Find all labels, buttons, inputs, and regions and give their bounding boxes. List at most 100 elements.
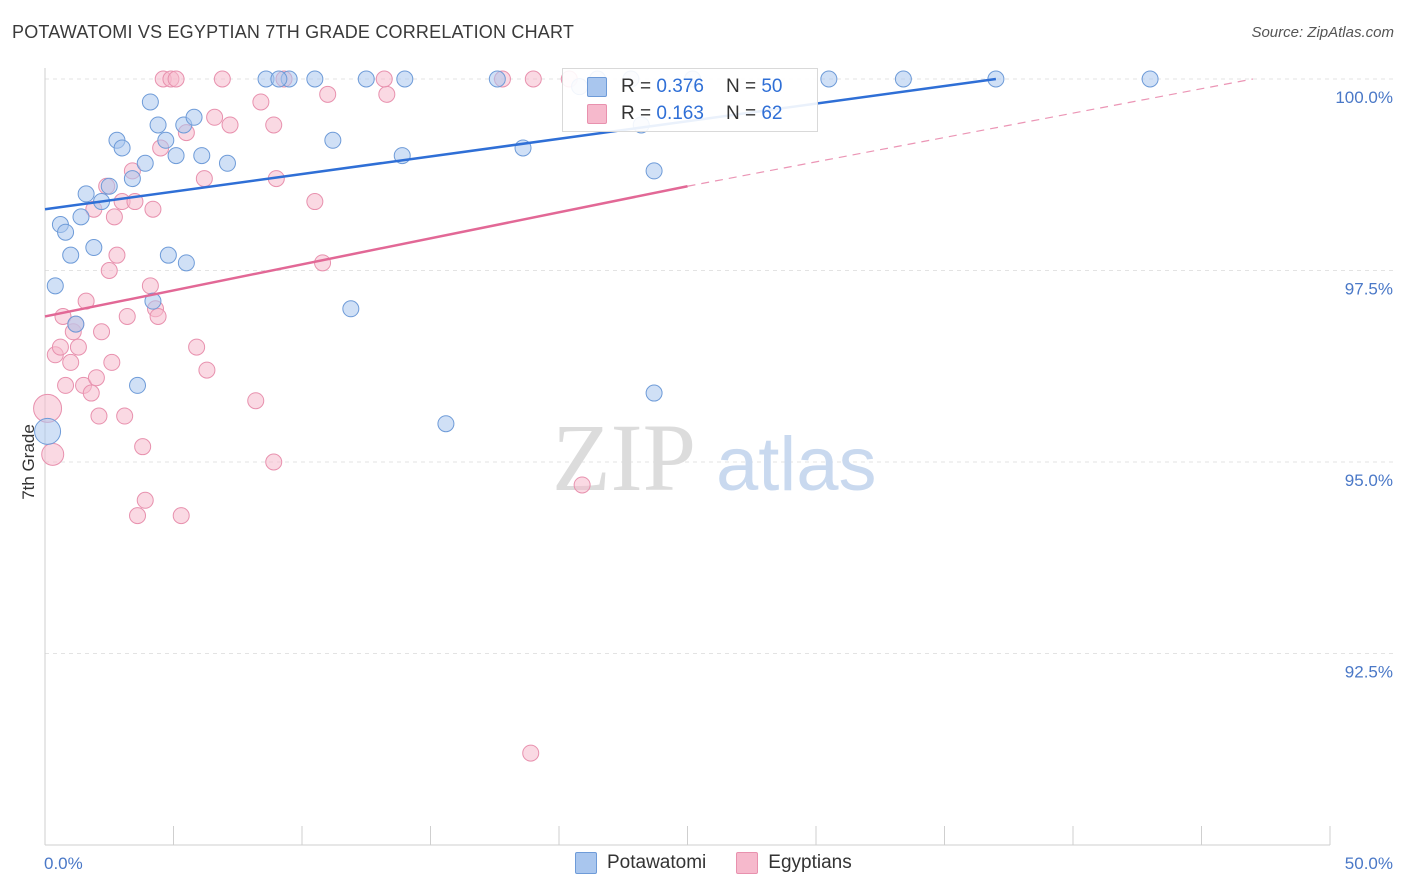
egyptians-point	[172, 507, 190, 525]
potawatomi-point	[85, 239, 103, 257]
potawatomi-point	[177, 254, 195, 272]
legend-item-potawatomi: Potawatomi	[575, 852, 706, 874]
potawatomi-point	[342, 300, 360, 318]
potawatomi-point	[1141, 70, 1159, 88]
potawatomi-point	[46, 277, 64, 295]
potawatomi-point	[324, 131, 342, 149]
egyptians-point	[93, 323, 111, 341]
potawatomi-point	[144, 292, 162, 310]
trend-lines	[44, 77, 1254, 318]
series-legend: Potawatomi Egyptians	[575, 852, 882, 874]
potawatomi-point	[488, 70, 506, 88]
egyptians-trend-extension	[687, 78, 1254, 187]
legend-r-label: R =	[621, 76, 652, 97]
potawatomi-point	[167, 147, 185, 165]
egyptians-point	[522, 744, 540, 762]
watermark-atlas: atlas	[716, 422, 877, 507]
egyptians-point	[108, 246, 126, 264]
egyptians-point	[90, 407, 108, 425]
legend-n-value: 62	[761, 103, 783, 124]
potawatomi-points	[34, 70, 1159, 445]
potawatomi-point	[185, 108, 203, 126]
egyptians-point	[136, 491, 154, 509]
egyptians-point	[213, 70, 231, 88]
y-tick-label: 92.5%	[1345, 663, 1393, 682]
potawatomi-point	[123, 170, 141, 188]
potawatomi-point	[67, 315, 85, 333]
egyptians-point	[247, 392, 265, 410]
potawatomi-point	[218, 154, 236, 172]
legend-label-egyptians: Egyptians	[768, 852, 852, 873]
potawatomi-point	[159, 246, 177, 264]
egyptians-point	[41, 442, 65, 466]
potawatomi-point	[141, 93, 159, 111]
tick-labels: 92.5% 95.0% 97.5% 100.0% 0.0% 50.0%	[44, 88, 1393, 873]
egyptians-point	[252, 93, 270, 111]
y-tick-label: 95.0%	[1345, 471, 1393, 490]
legend-swatch-blue	[575, 852, 597, 874]
egyptians-point	[51, 338, 69, 356]
potawatomi-point	[645, 384, 663, 402]
potawatomi-point	[34, 417, 62, 445]
egyptians-point	[62, 353, 80, 371]
legend-row-egyptians: R = 0.163 N = 62	[587, 102, 782, 126]
egyptians-point	[265, 453, 283, 471]
potawatomi-trend-line	[44, 77, 997, 211]
egyptians-point	[129, 507, 147, 525]
egyptians-point	[141, 277, 159, 295]
egyptians-point	[134, 438, 152, 456]
potawatomi-point	[894, 70, 912, 88]
potawatomi-point	[77, 185, 95, 203]
legend-swatch-pink	[587, 104, 607, 124]
watermark-zip: ZIP	[552, 404, 696, 511]
y-axis-label: 7th Grade	[19, 424, 38, 500]
gridlines	[45, 78, 1393, 654]
egyptians-point	[118, 307, 136, 325]
legend-row-potawatomi: R = 0.376 N = 50	[587, 75, 782, 99]
potawatomi-point	[149, 116, 167, 134]
chart-title: POTAWATOMI VS EGYPTIAN 7TH GRADE CORRELA…	[12, 22, 575, 42]
legend-label-potawatomi: Potawatomi	[607, 852, 707, 873]
egyptians-point	[319, 85, 337, 103]
potawatomi-point	[306, 70, 324, 88]
egyptians-point	[375, 70, 393, 88]
egyptians-point	[100, 262, 118, 279]
egyptians-point	[82, 384, 100, 402]
potawatomi-point	[72, 208, 90, 226]
egyptians-point	[105, 208, 123, 226]
legend-r-value: 0.163	[656, 103, 704, 124]
legend-swatch-blue	[587, 77, 607, 97]
legend-item-egyptians: Egyptians	[736, 852, 852, 874]
egyptians-trend-line	[44, 185, 688, 318]
potawatomi-point	[136, 154, 154, 172]
potawatomi-point	[357, 70, 375, 88]
egyptians-point	[188, 338, 206, 356]
egyptians-points	[33, 70, 591, 762]
potawatomi-point	[62, 246, 80, 264]
legend-swatch-pink	[736, 852, 759, 874]
egyptians-point	[524, 70, 542, 88]
y-tick-label: 97.5%	[1345, 280, 1393, 299]
egyptians-point	[314, 254, 332, 272]
potawatomi-point	[113, 139, 131, 157]
legend-n-label: N =	[725, 103, 757, 124]
egyptians-point	[144, 200, 162, 218]
potawatomi-point	[57, 223, 75, 241]
legend-r-value: 0.376	[656, 76, 704, 97]
legend-n-label: N =	[725, 76, 757, 97]
egyptians-point	[167, 70, 185, 88]
egyptians-point	[103, 353, 121, 371]
potawatomi-point	[437, 415, 455, 433]
source-label: Source: ZipAtlas.com	[1251, 24, 1394, 41]
egyptians-point	[265, 116, 283, 134]
legend-n-value: 50	[761, 76, 783, 97]
y-tick-label: 100.0%	[1335, 88, 1393, 107]
egyptians-point	[69, 338, 87, 356]
egyptians-point	[378, 85, 396, 103]
potawatomi-point	[100, 177, 118, 195]
legend-r-label: R =	[621, 103, 652, 124]
potawatomi-point	[820, 70, 838, 88]
potawatomi-point	[270, 70, 288, 88]
egyptians-point	[195, 170, 213, 188]
